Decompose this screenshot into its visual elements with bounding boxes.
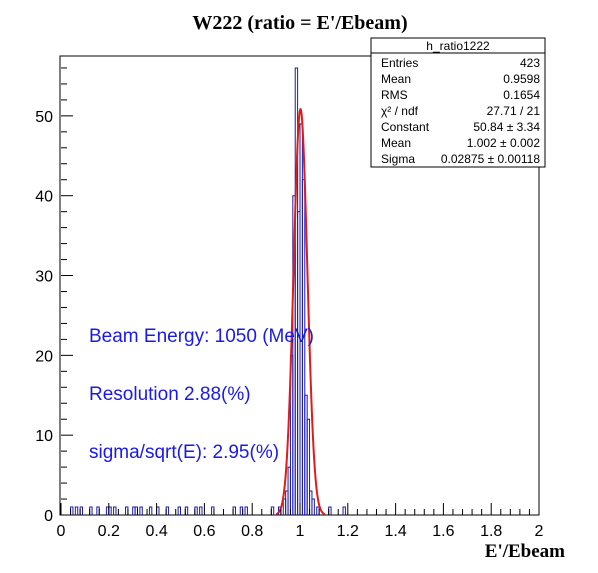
histogram-bin-1 (74, 506, 79, 515)
histogram-bin-15 (177, 506, 181, 515)
stats-label-3: χ² / ndf (381, 104, 419, 118)
stats-box-title: h_ratio1222 (426, 39, 490, 53)
histogram-layer (70, 67, 346, 515)
histogram-bin-18 (199, 506, 203, 515)
x-tick-label-6: 1.2 (337, 523, 359, 540)
stats-label-2: RMS (381, 88, 408, 102)
stats-label-6: Sigma (381, 152, 415, 166)
stats-value-1: 0.9598 (503, 72, 540, 86)
fit-layer (275, 108, 326, 516)
histogram-bin-12 (148, 506, 153, 515)
histogram-bin-22 (244, 506, 248, 515)
x-axis-label: E'/Ebeam (485, 541, 565, 562)
y-tick-label-3: 30 (35, 269, 53, 286)
stats-label-4: Constant (381, 120, 430, 134)
y-tick-label-4: 40 (35, 189, 53, 206)
stats-value-5: 1.002 ± 0.002 (467, 136, 541, 150)
stats-value-4: 50.84 ± 3.34 (473, 120, 540, 134)
histogram-bin-11 (139, 506, 143, 515)
x-tick-label-8: 1.6 (432, 523, 454, 540)
x-tick-label-9: 1.8 (480, 523, 502, 540)
gaussian-fit-curve (275, 108, 326, 516)
stats-label-5: Mean (381, 136, 411, 150)
x-tick-label-2: 0.4 (145, 523, 167, 540)
stats-box-frame (370, 37, 546, 168)
y-tick-label-1: 10 (35, 428, 53, 445)
x-tick-label-10: 2 (535, 523, 544, 540)
stats-label-1: Mean (381, 72, 411, 86)
chart-title: W222 (ratio = E'/Ebeam) (192, 12, 407, 34)
annotation-layer: Beam Energy: 1050 (MeV) Resolution 2.88(%… (89, 326, 314, 463)
x-tick-label-3: 0.6 (193, 523, 215, 540)
histogram-bin-7 (113, 506, 117, 515)
stats-value-3: 27.71 / 21 (487, 104, 541, 118)
annotation-2: sigma/sqrt(E): 2.95(%) (89, 442, 279, 463)
stats-value-0: 423 (520, 56, 540, 70)
histogram-bin-35 (306, 418, 311, 515)
stats-box-rows: Entries 423 Mean 0.9598 RMS 0.1654 χ² / ndf 27.… (381, 56, 540, 166)
y-tick-label-2: 20 (35, 348, 53, 365)
histogram-bin-33 (301, 179, 306, 515)
annotation-1: Resolution 2.88(%) (89, 384, 251, 405)
y-tick-label-0: 0 (44, 508, 53, 525)
x-tick-label-4: 0.8 (241, 523, 263, 540)
stats-value-2: 0.1654 (503, 88, 540, 102)
y-tick-label-5: 50 (35, 109, 53, 126)
annotation-0: Beam Energy: 1050 (MeV) (89, 326, 314, 347)
x-tick-label-0: 0 (57, 523, 66, 540)
stats-label-0: Entries (381, 56, 418, 70)
x-tick-label-5: 1 (296, 523, 305, 540)
x-tick-label-1: 0.2 (98, 523, 120, 540)
stats-box: h_ratio1222 Entries 423 Mean 0.9598 RMS 0.165… (370, 37, 546, 168)
stats-value-6: 0.02875 ± 0.00118 (441, 152, 540, 166)
histogram-bin-40 (342, 506, 346, 515)
x-tick-label-7: 1.4 (384, 523, 406, 540)
histogram-bin-37 (311, 498, 315, 515)
